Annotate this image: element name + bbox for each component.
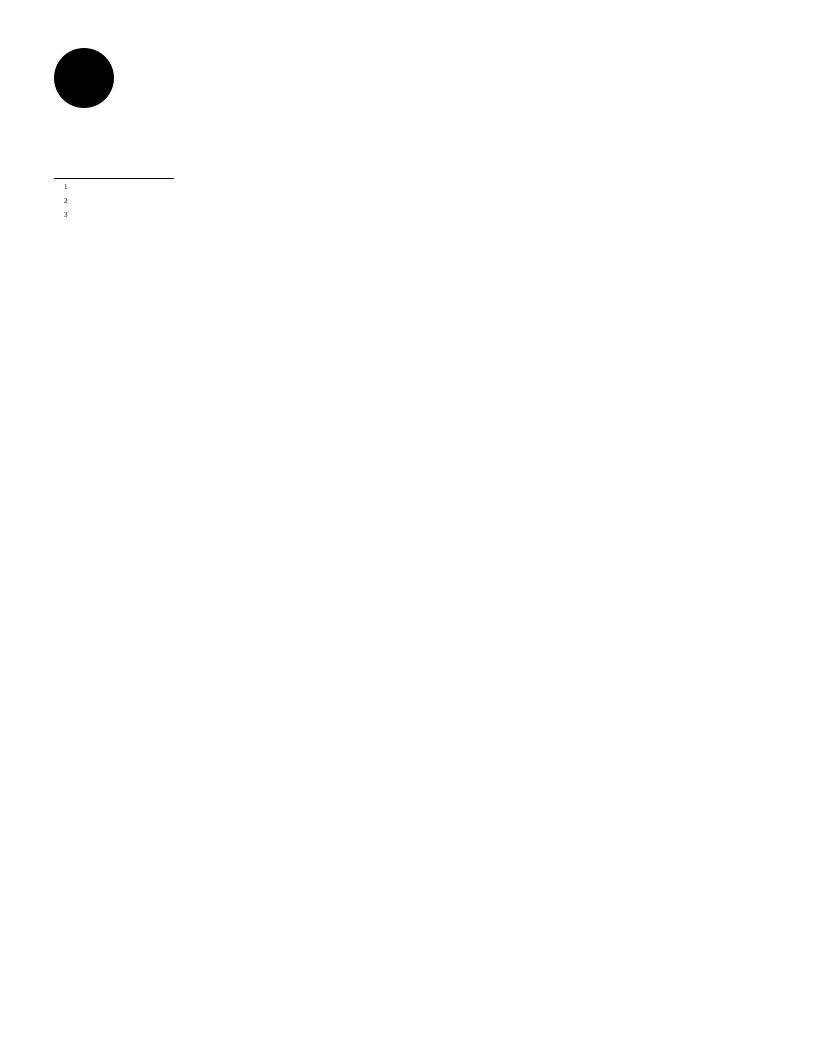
header-row [54,48,762,108]
footnote-1a: 1 [54,183,396,196]
right-column [420,166,762,225]
footnote-rule [54,178,174,179]
page: 1 2 3 [0,0,816,1056]
document-title [134,132,654,152]
body-columns: 1 2 3 [54,166,762,225]
designation-wrap [114,48,762,54]
footnote-2: 2 [54,197,396,210]
footnotes: 1 2 3 [54,183,396,224]
footnote-3: 3 [54,211,396,224]
left-column: 1 2 3 [54,166,396,225]
notice-block [54,28,762,42]
astm-logo [54,48,114,108]
